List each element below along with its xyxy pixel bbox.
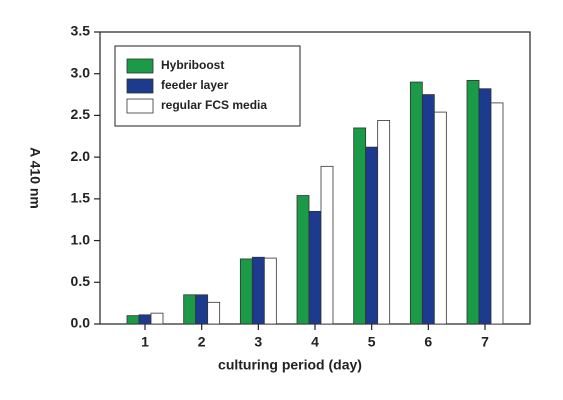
- y-axis-label: A 410 nm: [27, 147, 43, 209]
- bar: [207, 301, 221, 325]
- legend-label: regular FCS media: [161, 98, 267, 112]
- bar: [296, 195, 310, 325]
- bar: [239, 258, 253, 325]
- bar: [490, 102, 504, 325]
- bar: [478, 88, 492, 325]
- y-tick-label: 3.0: [71, 64, 91, 80]
- y-tick-label: 0.0: [71, 315, 91, 331]
- bar: [377, 120, 391, 325]
- bar: [126, 315, 140, 325]
- y-tick-label: 3.5: [71, 23, 91, 39]
- y-tick-label: 2.5: [71, 106, 91, 122]
- bar: [150, 312, 164, 325]
- bar: [365, 146, 379, 325]
- bar: [251, 256, 265, 325]
- bar: [195, 294, 209, 325]
- y-tick-label: 0.5: [71, 273, 91, 289]
- x-tick-label: 2: [198, 334, 206, 350]
- x-tick-label: 3: [254, 334, 262, 350]
- bar: [308, 210, 322, 325]
- x-tick-label: 7: [481, 334, 489, 350]
- x-tick-label: 5: [368, 334, 376, 350]
- bar: [320, 165, 334, 325]
- x-axis-label: culturing period (day): [218, 357, 362, 373]
- legend-swatch: [126, 58, 154, 74]
- y-tick-label: 1.0: [71, 231, 91, 247]
- x-tick-label: 1: [141, 334, 149, 350]
- legend-label: feeder layer: [161, 78, 229, 92]
- bar: [433, 111, 447, 325]
- legend-swatch: [126, 78, 154, 94]
- bar: [409, 81, 423, 325]
- x-tick-label: 4: [311, 334, 319, 350]
- bar: [263, 257, 277, 325]
- bar: [353, 127, 367, 325]
- bar: [466, 79, 480, 325]
- bar: [138, 314, 152, 325]
- y-tick-label: 1.5: [71, 190, 91, 206]
- legend-swatch: [126, 98, 154, 114]
- x-tick-label: 6: [424, 334, 432, 350]
- bar: [183, 294, 197, 325]
- legend-label: Hybriboost: [161, 58, 224, 72]
- y-tick-label: 2.0: [71, 148, 91, 164]
- bar: [421, 94, 435, 325]
